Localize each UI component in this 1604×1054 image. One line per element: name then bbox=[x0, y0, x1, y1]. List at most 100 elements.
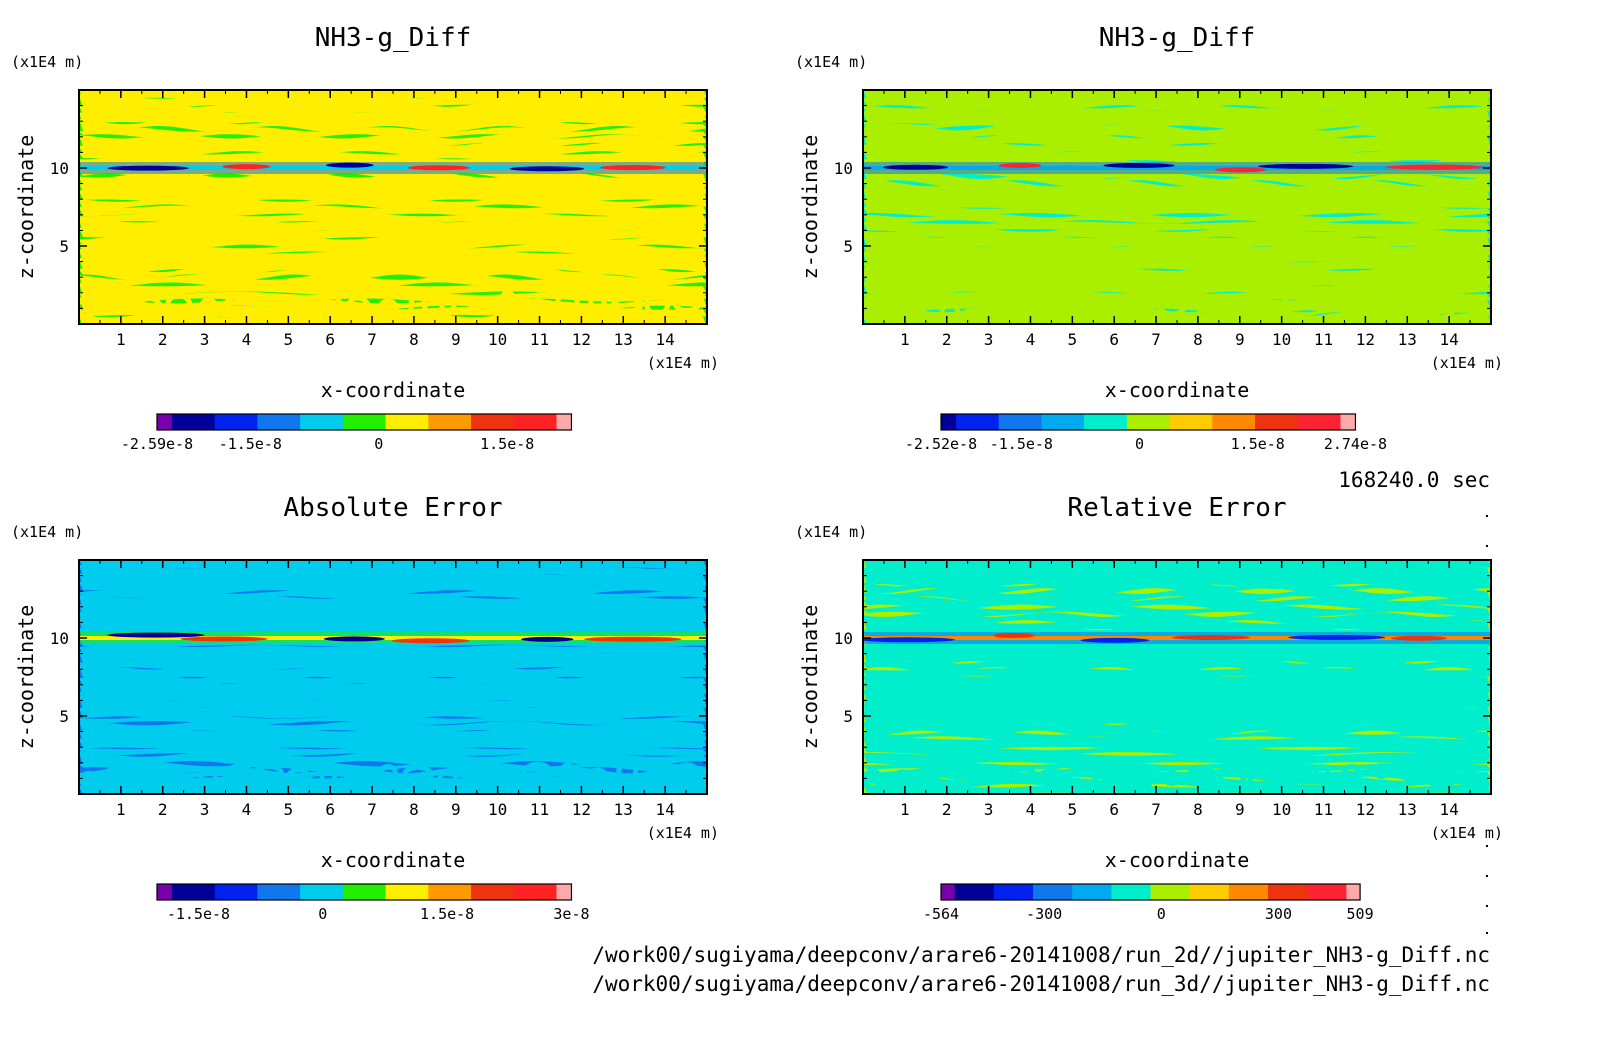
colorbar-swatch bbox=[1228, 884, 1269, 900]
x-tick-label: 13 bbox=[1398, 330, 1417, 349]
y-axis-label: z-coordinate bbox=[798, 135, 822, 280]
y-tick-label: 5 bbox=[59, 237, 69, 256]
colorbar-swatch bbox=[1126, 414, 1171, 430]
x-tick-label: 4 bbox=[1026, 330, 1036, 349]
x-tick-label: 5 bbox=[284, 330, 294, 349]
colorbar-swatch bbox=[300, 884, 344, 900]
colorbar-swatch bbox=[513, 414, 557, 430]
colorbar-swatch bbox=[1255, 414, 1299, 430]
x-tick-label: 7 bbox=[367, 800, 377, 819]
y-axis-unit: (x1E4 m) bbox=[795, 523, 867, 541]
x-tick-label: 3 bbox=[200, 800, 210, 819]
contour-field bbox=[79, 560, 707, 794]
colorbar-swatch bbox=[556, 884, 572, 900]
y-tick-label: 10 bbox=[50, 159, 69, 178]
file-path: /work00/sugiyama/deepconv/arare6-2014100… bbox=[592, 972, 1490, 996]
x-tick-label: 14 bbox=[1440, 330, 1459, 349]
chart-panel-2: NH3-g_Diff(x1E4 m)1 2 3 4 5 6 7 8 9 10 11 12 13 14510… bbox=[795, 23, 1503, 453]
y-tick-label: 10 bbox=[834, 629, 853, 648]
colorbar-label: -564 bbox=[923, 905, 959, 923]
contour-field bbox=[863, 560, 1491, 794]
colorbar-swatch bbox=[941, 884, 956, 900]
colorbar-label: 3e-8 bbox=[553, 905, 589, 923]
colorbar-swatch bbox=[556, 414, 572, 430]
colorbar-label: 2.74e-8 bbox=[1324, 435, 1387, 453]
colorbar-swatch bbox=[157, 884, 173, 900]
colorbar-swatch bbox=[300, 414, 344, 430]
margin-dot bbox=[1486, 545, 1488, 547]
x-tick-label: 3 bbox=[200, 330, 210, 349]
x-tick-label: 11 bbox=[530, 330, 549, 349]
colorbar-swatch bbox=[257, 884, 301, 900]
chart-panel-4: Relative Error(x1E4 m)1 2 3 4 5 6 7 8 9 10 11 12 13 1… bbox=[795, 493, 1503, 923]
colorbar-swatch bbox=[1346, 884, 1361, 900]
x-tick-label: 12 bbox=[572, 330, 591, 349]
x-axis-unit: (x1E4 m) bbox=[647, 354, 719, 372]
colorbar-swatch bbox=[1072, 884, 1112, 900]
x-axis-label: x-coordinate bbox=[321, 848, 466, 872]
colorbar-swatch bbox=[257, 414, 301, 430]
colorbar-label: -1.5e-8 bbox=[990, 435, 1053, 453]
x-tick-label: 12 bbox=[1356, 330, 1375, 349]
colorbar-swatch bbox=[171, 414, 216, 430]
chart-title: NH3-g_Diff bbox=[1099, 23, 1256, 53]
colorbar-swatch bbox=[941, 414, 957, 430]
colorbar-swatch bbox=[157, 414, 173, 430]
x-tick-label: 3 bbox=[984, 330, 994, 349]
colorbar-label: -1.5e-8 bbox=[167, 905, 230, 923]
x-tick-label: 6 bbox=[325, 330, 335, 349]
colorbar-swatch bbox=[955, 414, 1000, 430]
x-tick-label: 13 bbox=[1398, 800, 1417, 819]
x-tick-label: 8 bbox=[1193, 800, 1203, 819]
colorbar: -2.59e-8 -1.5e-8 0 1.5e-8 bbox=[121, 413, 573, 453]
chart-title: Absolute Error bbox=[283, 493, 502, 523]
colorbar-swatch bbox=[428, 414, 472, 430]
x-tick-label: 4 bbox=[242, 330, 252, 349]
x-axis-label: x-coordinate bbox=[321, 378, 466, 402]
colorbar: -1.5e-8 0 1.5e-8 3e-8 bbox=[156, 883, 590, 923]
colorbar-label: 509 bbox=[1347, 905, 1374, 923]
x-tick-label: 6 bbox=[325, 800, 335, 819]
x-tick-label: 2 bbox=[158, 800, 168, 819]
x-tick-label: 9 bbox=[451, 330, 461, 349]
colorbar-label: -2.52e-8 bbox=[905, 435, 977, 453]
colorbar-swatch bbox=[993, 884, 1034, 900]
x-tick-label: 11 bbox=[530, 800, 549, 819]
x-tick-label: 7 bbox=[1151, 800, 1161, 819]
colorbar-label: 0 bbox=[1157, 905, 1166, 923]
x-tick-label: 5 bbox=[284, 800, 294, 819]
x-tick-label: 7 bbox=[367, 330, 377, 349]
contour-field bbox=[863, 90, 1491, 324]
y-axis-unit: (x1E4 m) bbox=[11, 523, 83, 541]
x-tick-label: 2 bbox=[942, 330, 952, 349]
colorbar-swatch bbox=[1111, 884, 1152, 900]
y-axis-label: z-coordinate bbox=[798, 605, 822, 750]
chart-title: Relative Error bbox=[1067, 493, 1286, 523]
colorbar-swatch bbox=[428, 884, 472, 900]
colorbar-label: 1.5e-8 bbox=[420, 905, 474, 923]
colorbar-swatch bbox=[1340, 414, 1356, 430]
y-axis-label: z-coordinate bbox=[14, 135, 38, 280]
colorbar-label: -300 bbox=[1026, 905, 1062, 923]
x-tick-label: 9 bbox=[451, 800, 461, 819]
x-tick-label: 13 bbox=[614, 330, 633, 349]
colorbar-swatch bbox=[954, 884, 995, 900]
x-tick-label: 8 bbox=[409, 330, 419, 349]
x-tick-label: 9 bbox=[1235, 800, 1245, 819]
x-tick-label: 1 bbox=[116, 800, 126, 819]
colorbar-label: 1.5e-8 bbox=[480, 435, 534, 453]
colorbar-label: 0 bbox=[374, 435, 383, 453]
x-tick-label: 6 bbox=[1109, 330, 1119, 349]
x-tick-label: 10 bbox=[488, 800, 507, 819]
colorbar-swatch bbox=[214, 414, 258, 430]
x-axis-unit: (x1E4 m) bbox=[1431, 354, 1503, 372]
x-axis-unit: (x1E4 m) bbox=[647, 824, 719, 842]
x-axis-label: x-coordinate bbox=[1105, 848, 1250, 872]
y-tick-label: 10 bbox=[50, 629, 69, 648]
x-axis-unit: (x1E4 m) bbox=[1431, 824, 1503, 842]
y-axis-unit: (x1E4 m) bbox=[795, 53, 867, 71]
x-tick-label: 5 bbox=[1068, 800, 1078, 819]
margin-dot bbox=[1486, 845, 1488, 847]
x-tick-label: 8 bbox=[409, 800, 419, 819]
x-tick-label: 12 bbox=[572, 800, 591, 819]
